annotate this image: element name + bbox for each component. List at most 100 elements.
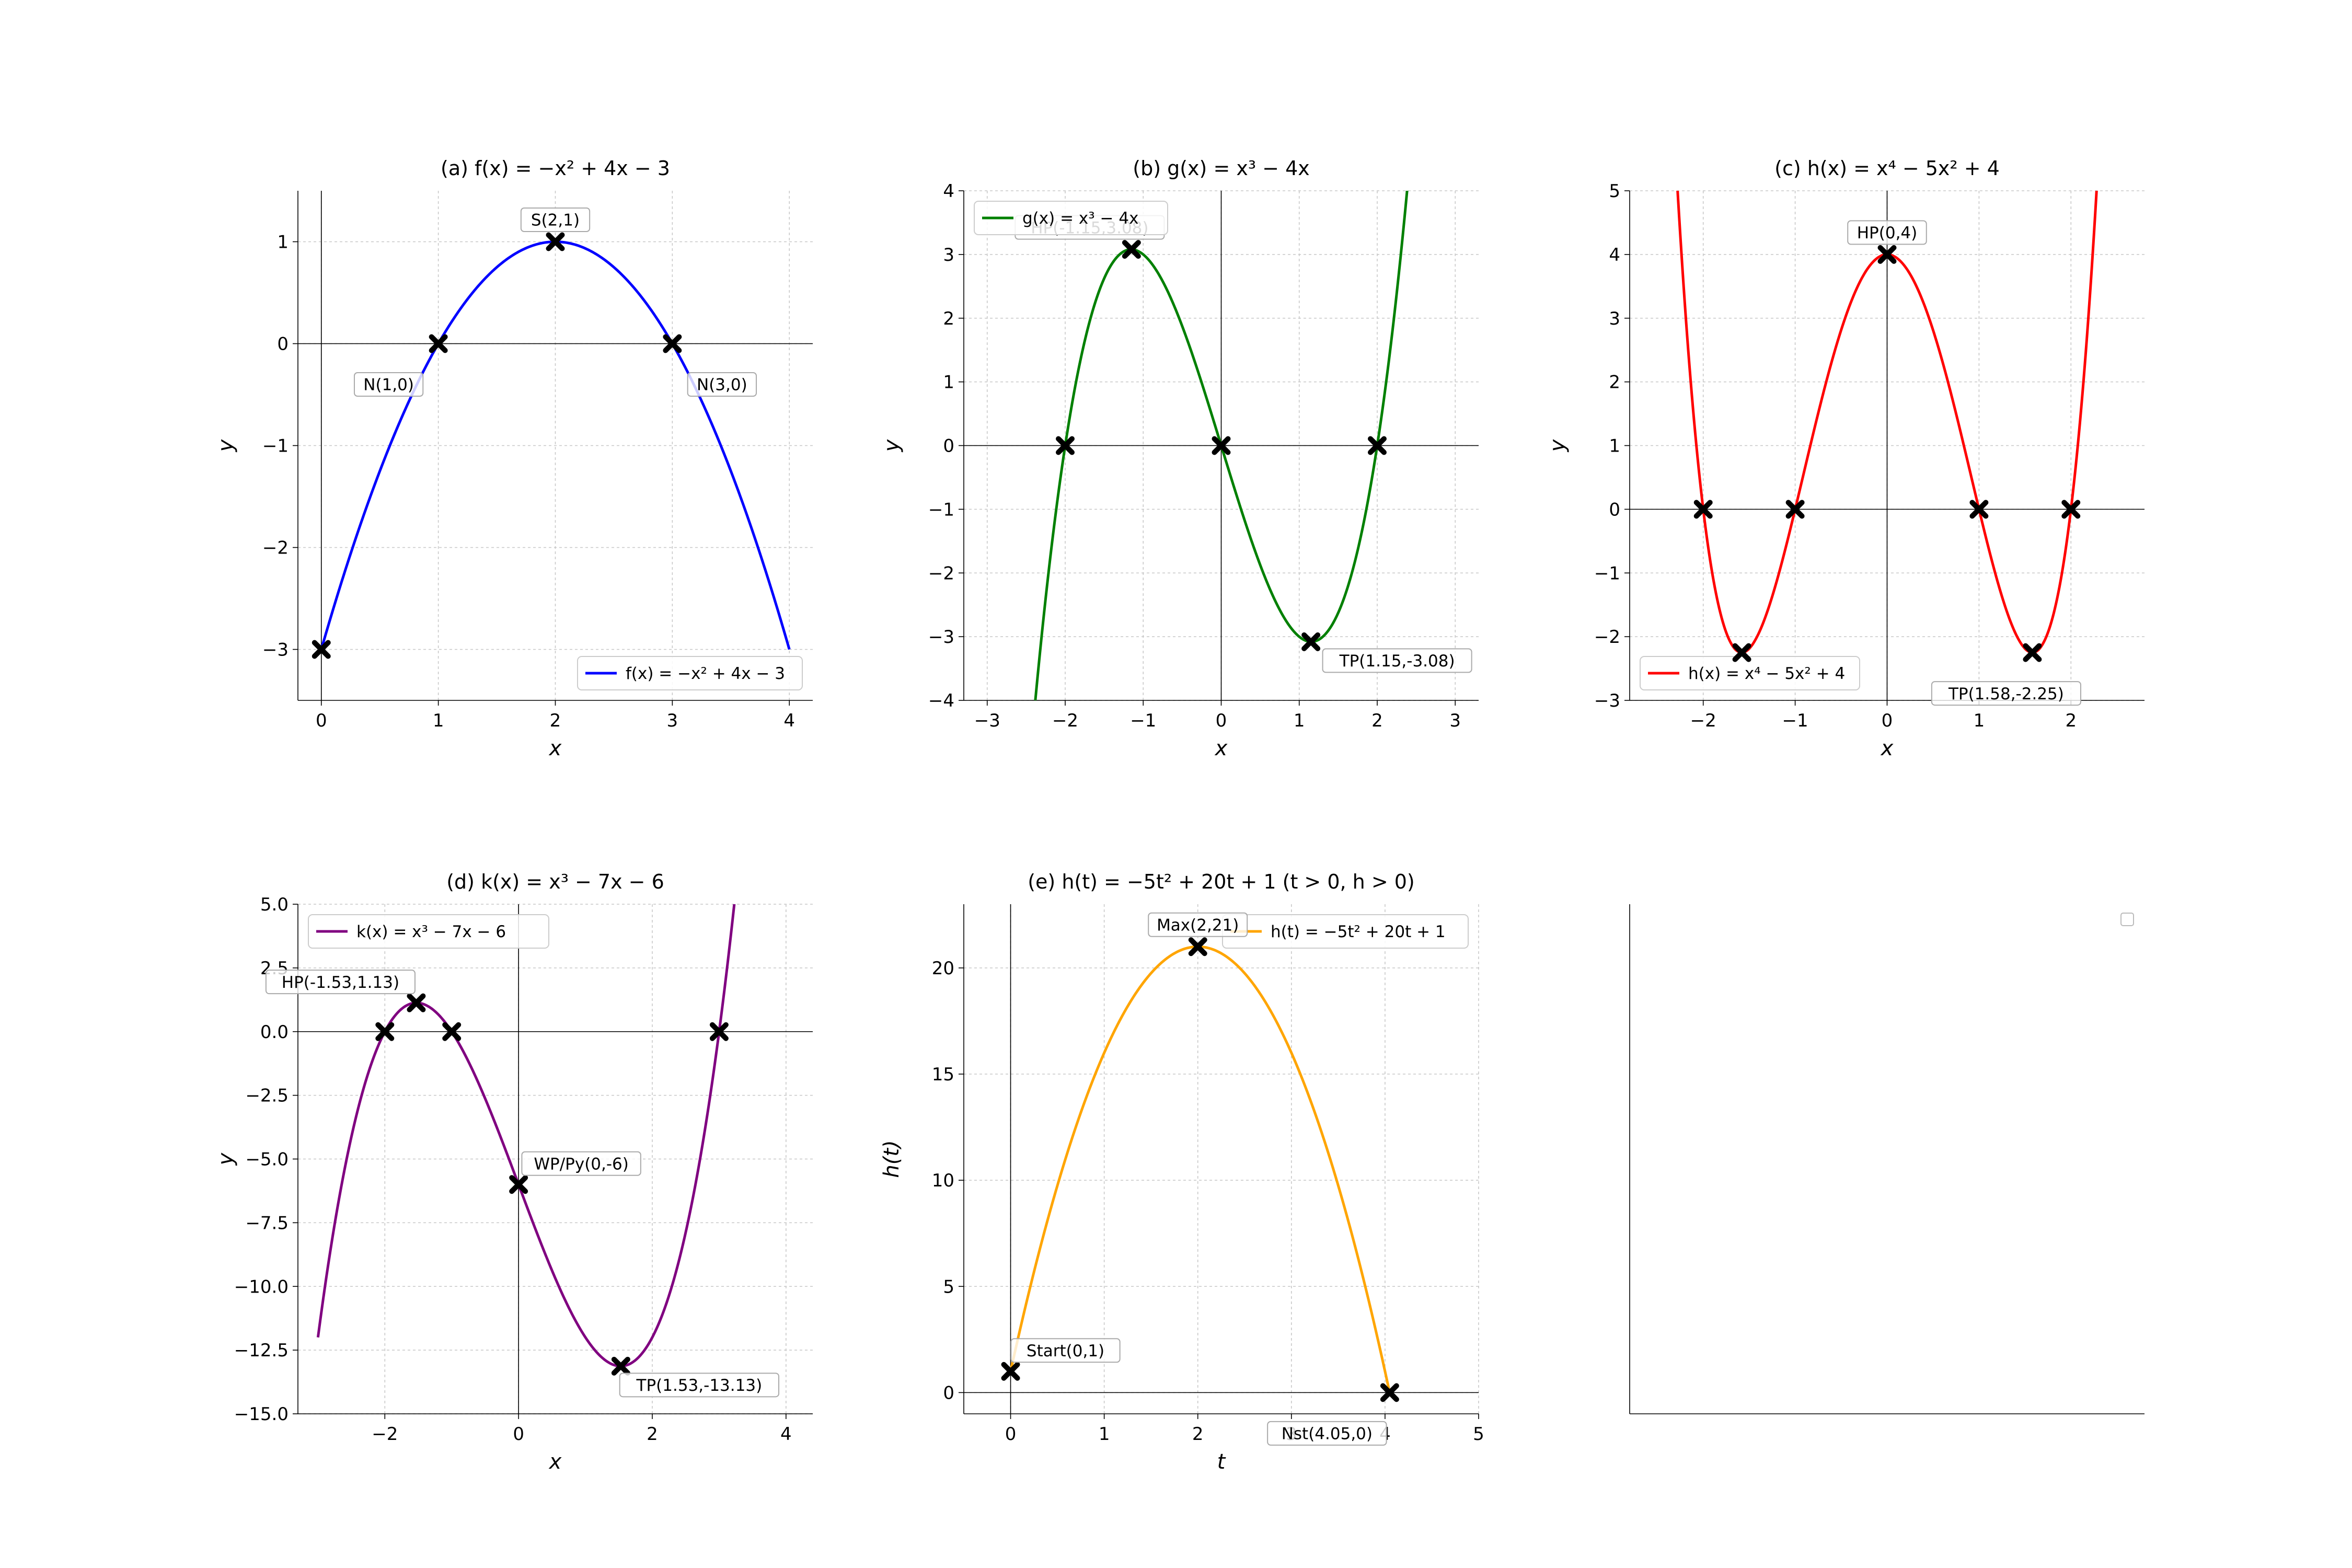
y-tick-label: 5 (943, 1276, 954, 1297)
point-label: Max(2,21) (1148, 912, 1248, 937)
marker-stroke (312, 640, 331, 659)
y-tick-label: 1 (1609, 436, 1620, 457)
x-tick-label: 5 (1473, 1424, 1484, 1445)
x-tick-label: −2 (372, 1424, 398, 1445)
marker-stroke (1212, 436, 1231, 455)
x-tick-label: 3 (1449, 710, 1461, 731)
marker-stroke (1367, 436, 1387, 455)
y-tick-label: 4 (1609, 245, 1620, 266)
legend: h(x) = x⁴ − 5x² + 4 (1640, 656, 1860, 690)
point-marker (509, 1175, 528, 1194)
marker-stroke (611, 1356, 630, 1376)
y-tick-label: 0 (277, 334, 289, 355)
label-text: WP/Py(0,-6) (534, 1155, 629, 1173)
y-tick-label: 5 (1609, 181, 1620, 202)
x-tick-label: 0 (1882, 710, 1893, 731)
legend-label: h(x) = x⁴ − 5x² + 4 (1688, 664, 1845, 683)
point-marker (442, 1022, 462, 1041)
marker-stroke (1877, 245, 1897, 264)
point-marker (1001, 1362, 1020, 1381)
y-axis-label: h(t) (880, 1140, 904, 1178)
y-axis-label: y (214, 1152, 238, 1166)
legend: h(t) = −5t² + 20t + 1 (1222, 914, 1469, 949)
y-tick-label: 3 (1609, 308, 1620, 329)
x-tick-label: 2 (647, 1424, 658, 1445)
x-tick-label: 2 (2065, 710, 2077, 731)
label-text: Max(2,21) (1157, 916, 1239, 935)
y-tick-label: 2 (1609, 372, 1620, 393)
point-label: TP(1.53,-13.13) (619, 1373, 780, 1398)
chart-title: (d) k(x) = x³ − 7x − 6 (446, 870, 664, 893)
label-box (1847, 220, 1927, 245)
point-marker (1056, 436, 1075, 455)
legend-frame (577, 656, 803, 690)
point-marker (1785, 500, 1805, 519)
legend-label: k(x) = x³ − 7x − 6 (356, 923, 506, 941)
x-tick-label: 2 (1371, 710, 1383, 731)
legend-label: g(x) = x³ − 4x (1022, 209, 1138, 228)
point-label: TP(1.58,-2.25) (1931, 681, 2081, 706)
marker-stroke (1301, 632, 1321, 651)
x-tick-label: −1 (1130, 710, 1156, 731)
legend-frame (974, 201, 1168, 235)
empty-legend-box (2120, 913, 2134, 926)
y-tick-label: −2 (1594, 627, 1620, 648)
point-marker (407, 993, 426, 1012)
label-text: Nst(4.05,0) (1282, 1425, 1373, 1444)
point-marker (1877, 245, 1897, 264)
point-marker (1732, 643, 1751, 662)
x-tick-label: −3 (974, 710, 1000, 731)
point-label: HP(0,4) (1847, 220, 1927, 245)
label-text: TP(1.53,-13.13) (636, 1376, 763, 1395)
y-tick-label: −5.0 (245, 1149, 289, 1170)
label-box (1010, 1338, 1121, 1363)
y-tick-label: −4 (928, 690, 954, 711)
point-label: S(2,1) (520, 207, 591, 232)
y-tick-label: 0 (943, 1382, 954, 1403)
point-label: N(3,0) (687, 372, 757, 397)
point-marker (1969, 500, 1989, 519)
label-text: Start(0,1) (1027, 1342, 1104, 1361)
x-tick-label: 0 (1216, 710, 1227, 731)
x-tick-label: −2 (1690, 710, 1716, 731)
x-tick-label: 1 (1294, 710, 1305, 731)
x-tick-label: 1 (1099, 1424, 1110, 1445)
label-text: S(2,1) (531, 211, 580, 230)
x-axis-label: x (1880, 736, 1894, 760)
x-tick-label: 0 (513, 1424, 524, 1445)
y-tick-label: 4 (943, 181, 954, 202)
x-axis-label: x (548, 1450, 562, 1474)
point-marker (1380, 1383, 1399, 1402)
label-box (1322, 648, 1472, 673)
label-text: HP(-1.53,1.13) (282, 973, 399, 992)
point-marker (546, 232, 565, 251)
label-text: TP(1.58,-2.25) (1948, 685, 2064, 704)
marker-stroke (375, 1022, 395, 1041)
chart-panel-e: 01234505101520th(t)(e) h(t) = −5t² + 20t… (880, 870, 1484, 1474)
marker-stroke (1380, 1383, 1399, 1402)
y-tick-label: 1 (943, 372, 954, 393)
point-label: N(1,0) (353, 372, 424, 397)
label-box (1148, 912, 1248, 937)
label-box (265, 970, 416, 995)
point-label: WP/Py(0,-6) (521, 1151, 641, 1176)
point-marker (709, 1022, 729, 1041)
y-tick-label: −2 (262, 538, 289, 559)
legend-label: f(x) = −x² + 4x − 3 (626, 664, 785, 683)
y-tick-label: 3 (943, 245, 954, 266)
label-text: TP(1.15,-3.08) (1339, 652, 1455, 671)
point-marker (1367, 436, 1387, 455)
y-tick-label: −12.5 (234, 1340, 289, 1361)
point-marker (2061, 500, 2081, 519)
x-tick-label: −1 (1782, 710, 1808, 731)
point-marker (1188, 937, 1207, 956)
marker-stroke (1969, 500, 1989, 519)
label-box (520, 207, 591, 232)
x-tick-label: −2 (1052, 710, 1078, 731)
series-line (1009, 945, 1391, 1393)
y-tick-label: 0 (1609, 499, 1620, 520)
label-text: N(3,0) (697, 376, 747, 395)
y-tick-label: 1 (277, 232, 289, 253)
point-marker (663, 334, 682, 353)
